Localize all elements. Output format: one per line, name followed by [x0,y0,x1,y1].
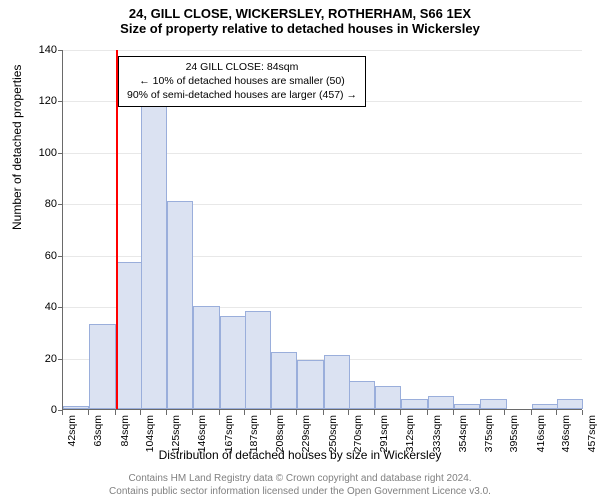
ytick-label: 140 [27,44,57,56]
histogram-bar [349,381,375,409]
histogram-bar [141,106,167,409]
xtick-label: 354sqm [457,415,469,452]
xtick-label: 375sqm [483,415,495,452]
chart-zone: 24 GILL CLOSE: 84sqm← 10% of detached ho… [62,50,582,410]
ytick-label: 0 [27,404,57,416]
histogram-bar [480,399,506,409]
xtick-mark [323,410,324,415]
xtick-label: 146sqm [196,415,208,452]
footer: Contains HM Land Registry data © Crown c… [0,473,600,498]
xtick-label: 457sqm [586,415,598,452]
histogram-bar [428,396,454,409]
xtick-label: 229sqm [300,415,312,452]
plot-area: 24 GILL CLOSE: 84sqm← 10% of detached ho… [62,50,582,410]
xtick-label: 208sqm [274,415,286,452]
ytick-mark [58,204,63,205]
annotation-line: ← 10% of detached houses are smaller (50… [127,74,357,88]
xtick-mark [192,410,193,415]
ytick-label: 120 [27,95,57,107]
xtick-mark [504,410,505,415]
annotation-line: 90% of semi-detached houses are larger (… [127,88,357,102]
xtick-label: 395sqm [508,415,520,452]
xtick-mark [88,410,89,415]
y-axis-label: Number of detached properties [10,65,24,230]
xtick-mark [400,410,401,415]
histogram-bar [401,399,427,409]
xtick-mark [296,410,297,415]
histogram-bar [89,324,115,409]
annotation-box: 24 GILL CLOSE: 84sqm← 10% of detached ho… [118,56,366,107]
ytick-mark [58,153,63,154]
ytick-label: 20 [27,353,57,365]
ytick-label: 100 [27,147,57,159]
histogram-bar [245,311,271,409]
histogram-bar [193,306,219,409]
ytick-label: 40 [27,301,57,313]
histogram-bar [116,262,142,409]
histogram-bar [557,399,583,409]
xtick-label: 42sqm [66,415,78,447]
footer-line-1: Contains HM Land Registry data © Crown c… [0,473,600,486]
xtick-label: 250sqm [327,415,339,452]
xtick-label: 104sqm [144,415,156,452]
xtick-label: 270sqm [352,415,364,452]
xtick-mark [62,410,63,415]
xtick-label: 312sqm [404,415,416,452]
xtick-label: 436sqm [560,415,572,452]
xtick-mark [556,410,557,415]
xtick-mark [270,410,271,415]
chart-title: 24, GILL CLOSE, WICKERSLEY, ROTHERHAM, S… [0,6,600,21]
ytick-label: 60 [27,250,57,262]
xtick-mark [427,410,428,415]
xtick-mark [166,410,167,415]
gridline [63,50,582,51]
title-block: 24, GILL CLOSE, WICKERSLEY, ROTHERHAM, S… [0,0,600,36]
xtick-mark [453,410,454,415]
histogram-bar [297,360,323,409]
xtick-mark [374,410,375,415]
annotation-line: 24 GILL CLOSE: 84sqm [127,60,357,74]
xtick-mark [479,410,480,415]
xtick-mark [140,410,141,415]
ytick-mark [58,256,63,257]
chart-subtitle: Size of property relative to detached ho… [0,21,600,36]
histogram-bar [532,404,558,409]
histogram-bar [167,201,193,409]
ytick-mark [58,101,63,102]
xtick-label: 63sqm [92,415,104,447]
histogram-bar [271,352,297,409]
xtick-label: 416sqm [535,415,547,452]
xtick-mark [219,410,220,415]
ytick-label: 80 [27,198,57,210]
ytick-mark [58,359,63,360]
histogram-bar [324,355,350,409]
ytick-mark [58,307,63,308]
xtick-label: 167sqm [223,415,235,452]
histogram-bar [375,386,401,409]
histogram-bar [63,406,89,409]
ytick-mark [58,50,63,51]
xtick-mark [531,410,532,415]
xtick-label: 125sqm [170,415,182,452]
histogram-bar [220,316,246,409]
histogram-bar [454,404,480,409]
xtick-label: 84sqm [119,415,131,447]
xtick-label: 291sqm [378,415,390,452]
chart-container: 24, GILL CLOSE, WICKERSLEY, ROTHERHAM, S… [0,0,600,500]
xtick-label: 333sqm [431,415,443,452]
xtick-mark [348,410,349,415]
xtick-mark [244,410,245,415]
x-axis-label: Distribution of detached houses by size … [0,448,600,462]
xtick-mark [115,410,116,415]
xtick-label: 187sqm [248,415,260,452]
footer-line-2: Contains public sector information licen… [0,486,600,499]
xtick-mark [582,410,583,415]
